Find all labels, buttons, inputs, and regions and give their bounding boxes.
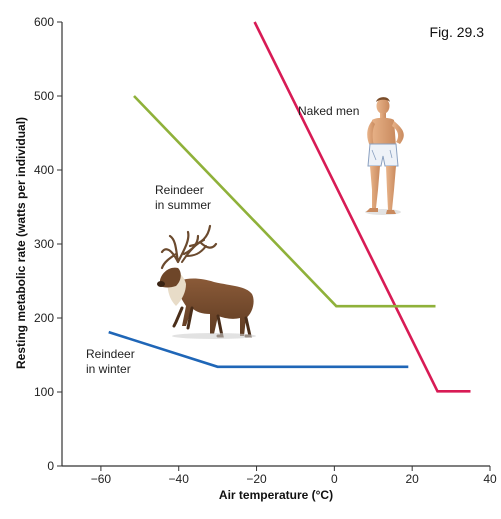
series-layer — [108, 21, 471, 393]
series-line-reindeer-summer — [133, 95, 436, 308]
y-tick-label: 400 — [34, 163, 54, 177]
x-tick-label: 0 — [331, 472, 338, 486]
annotation-naked-men: Naked men — [298, 104, 359, 118]
x-tick-label: 40 — [483, 472, 497, 486]
x-tick-label: −60 — [91, 472, 112, 486]
x-tick-label: −20 — [246, 472, 267, 486]
reindeer-icon — [157, 224, 256, 339]
y-tick-label: 500 — [34, 89, 54, 103]
y-axis-title: Resting metabolic rate (watts per indivi… — [14, 117, 28, 369]
annotation-layer: Naked men Reindeer in summer Reindeer in win… — [86, 104, 359, 376]
figure-label: Fig. 29.3 — [430, 24, 485, 40]
ticks: 0 100 200 300 400 500 600 −60 −40 −20 0 20 40 — [34, 15, 497, 486]
annotation-reindeer-summer: Reindeer in summer — [155, 183, 211, 212]
y-tick-label: 100 — [34, 385, 54, 399]
y-tick-label: 600 — [34, 15, 54, 29]
person-icon — [365, 97, 404, 215]
series-line-reindeer-winter — [108, 330, 409, 369]
x-axis-title: Air temperature (°C) — [219, 488, 333, 502]
y-tick-label: 200 — [34, 311, 54, 325]
annotation-reindeer-winter: Reindeer in winter — [86, 347, 135, 376]
x-tick-label: 20 — [406, 472, 420, 486]
series-line-naked-men — [253, 21, 471, 393]
y-tick-label: 300 — [34, 237, 54, 251]
x-tick-label: −40 — [169, 472, 190, 486]
y-tick-label: 0 — [47, 459, 54, 473]
